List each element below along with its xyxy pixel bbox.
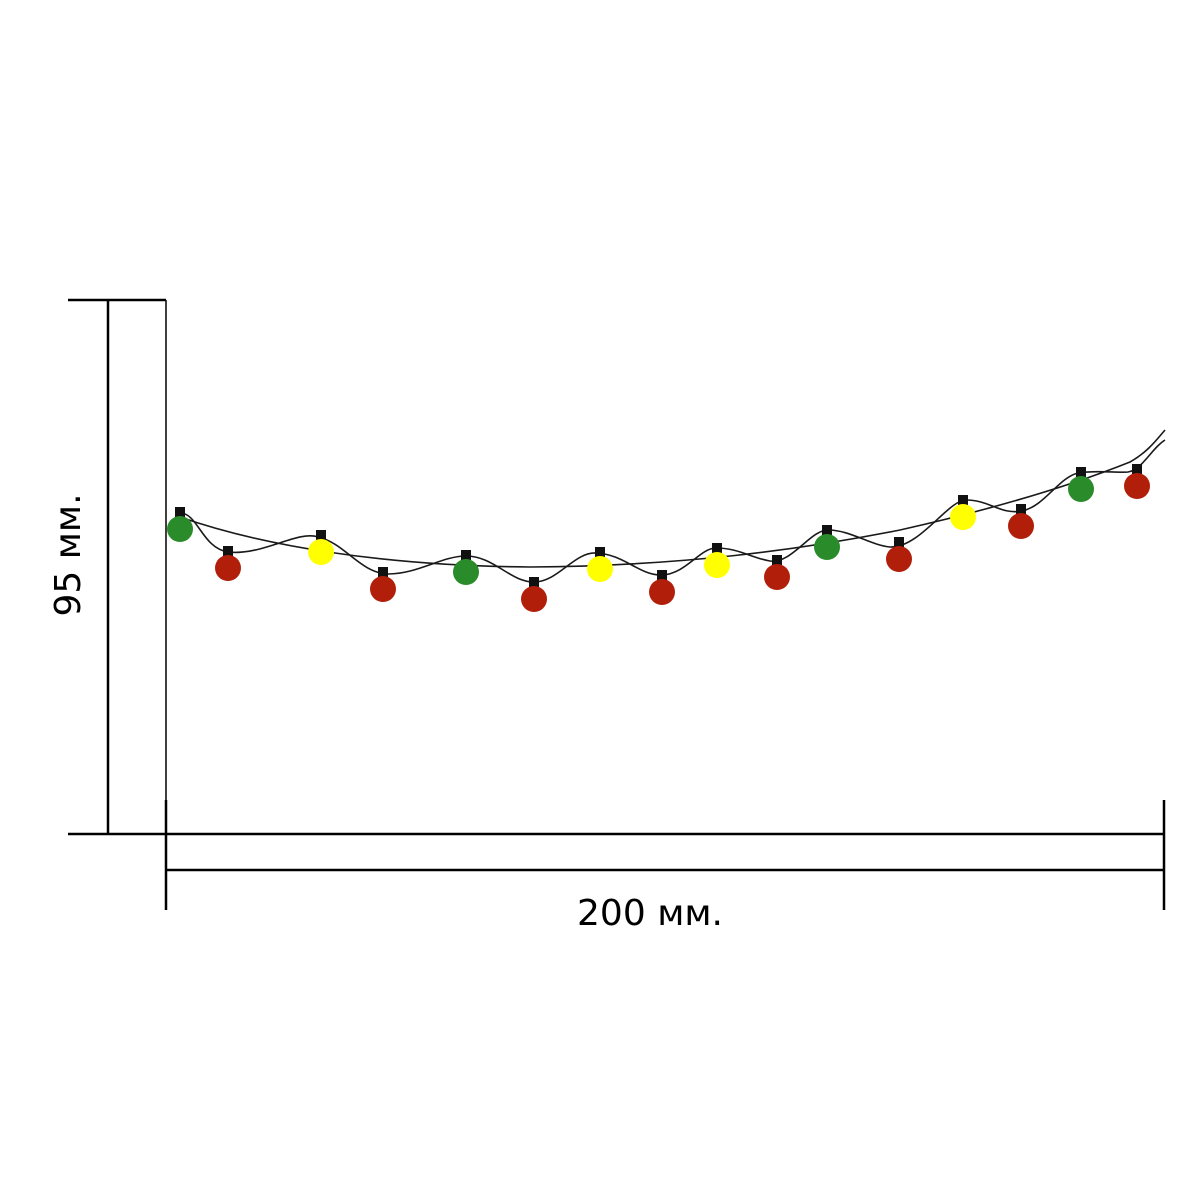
width-dimension	[164, 800, 1166, 910]
bulb-globe	[950, 504, 976, 530]
bulb-globe	[370, 576, 396, 602]
height-dimension	[68, 298, 167, 836]
height-label: 95 мм.	[48, 493, 89, 616]
bulb-globe	[764, 564, 790, 590]
bulb-globe	[308, 539, 334, 565]
bulb-globe	[215, 555, 241, 581]
bulb-globe	[1008, 513, 1034, 539]
bulb-globe	[704, 552, 730, 578]
bulb-socket	[822, 525, 832, 535]
bulb-globe	[649, 579, 675, 605]
bulb-yellow	[308, 530, 334, 565]
bulb-socket	[958, 495, 968, 505]
bulb-green	[167, 507, 193, 542]
garland-main-wire	[179, 429, 1166, 568]
bulb-red	[521, 577, 547, 612]
bulb-yellow	[950, 495, 976, 530]
bulb-globe	[886, 546, 912, 572]
garland	[167, 429, 1166, 612]
bulb-socket	[712, 543, 722, 553]
bulb-red	[764, 555, 790, 590]
bulb-red	[370, 567, 396, 602]
bulb-socket	[657, 570, 667, 580]
bulb-socket	[175, 507, 185, 517]
bulbs	[167, 464, 1150, 612]
bulb-red	[1124, 464, 1150, 499]
bulb-green	[814, 525, 840, 560]
bulb-globe	[1068, 476, 1094, 502]
bulb-socket	[378, 567, 388, 577]
bulb-socket	[894, 537, 904, 547]
bulb-yellow	[704, 543, 730, 578]
bulb-socket	[316, 530, 326, 540]
bulb-red	[215, 546, 241, 581]
bulb-globe	[1124, 473, 1150, 499]
bulb-globe	[167, 516, 193, 542]
width-label: 200 мм.	[577, 893, 723, 934]
bulb-socket	[1132, 464, 1142, 474]
bulb-socket	[595, 547, 605, 557]
bulb-yellow	[587, 547, 613, 582]
bulb-globe	[521, 586, 547, 612]
bulb-socket	[1016, 504, 1026, 514]
bulb-red	[649, 570, 675, 605]
bulb-red	[886, 537, 912, 572]
bulb-green	[453, 550, 479, 585]
bulb-globe	[587, 556, 613, 582]
bulb-globe	[453, 559, 479, 585]
bulb-socket	[772, 555, 782, 565]
bulb-socket	[529, 577, 539, 587]
bulb-red	[1008, 504, 1034, 539]
bulb-globe	[814, 534, 840, 560]
bulb-socket	[461, 550, 471, 560]
bulb-socket	[1076, 467, 1086, 477]
bulb-green	[1068, 467, 1094, 502]
bulb-socket	[223, 546, 233, 556]
